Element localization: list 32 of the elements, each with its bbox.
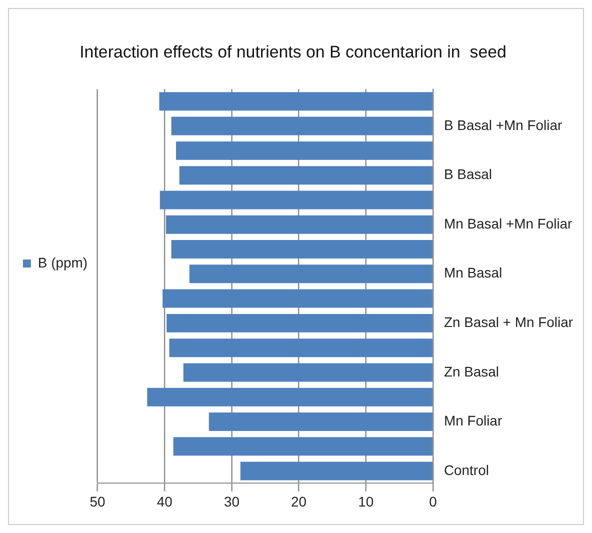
bar — [160, 190, 432, 210]
bar — [189, 264, 432, 284]
bar — [166, 314, 432, 332]
x-tick-label: 30 — [224, 494, 240, 510]
x-tick-label: 50 — [90, 494, 106, 510]
chart-title: Interaction effects of nutrients on B concentarion in seed — [80, 42, 506, 62]
x-tick-label: 10 — [358, 494, 374, 510]
bar — [159, 92, 432, 111]
x-tick-label: 20 — [291, 494, 307, 510]
bar — [162, 289, 432, 308]
y-tick-label: Zn Basal — [444, 363, 500, 380]
bar — [147, 388, 432, 406]
bar — [183, 363, 432, 382]
bar — [179, 166, 432, 185]
y-tick-label: Mn Foliar — [444, 412, 502, 429]
bar — [171, 240, 432, 258]
bar — [173, 437, 432, 456]
bar — [208, 412, 432, 431]
y-tick-label: B Basal — [444, 166, 492, 182]
legend-label: B (ppm) — [38, 254, 88, 270]
y-tick-label: Control — [444, 462, 489, 478]
bar — [176, 141, 432, 160]
bar — [166, 215, 432, 234]
bar — [169, 338, 432, 358]
y-tick-label: Mn Basal — [444, 264, 502, 281]
x-tick-label: 40 — [156, 494, 173, 510]
y-tick-label: Zn Basal + Mn Foliar — [444, 314, 574, 330]
x-tick-label: 0 — [429, 494, 438, 510]
y-tick-label: Mn Basal +Mn Foliar — [444, 215, 573, 232]
bar — [240, 462, 432, 480]
y-tick-label: B Basal +Mn Foliar — [444, 116, 562, 133]
bar — [171, 116, 432, 136]
